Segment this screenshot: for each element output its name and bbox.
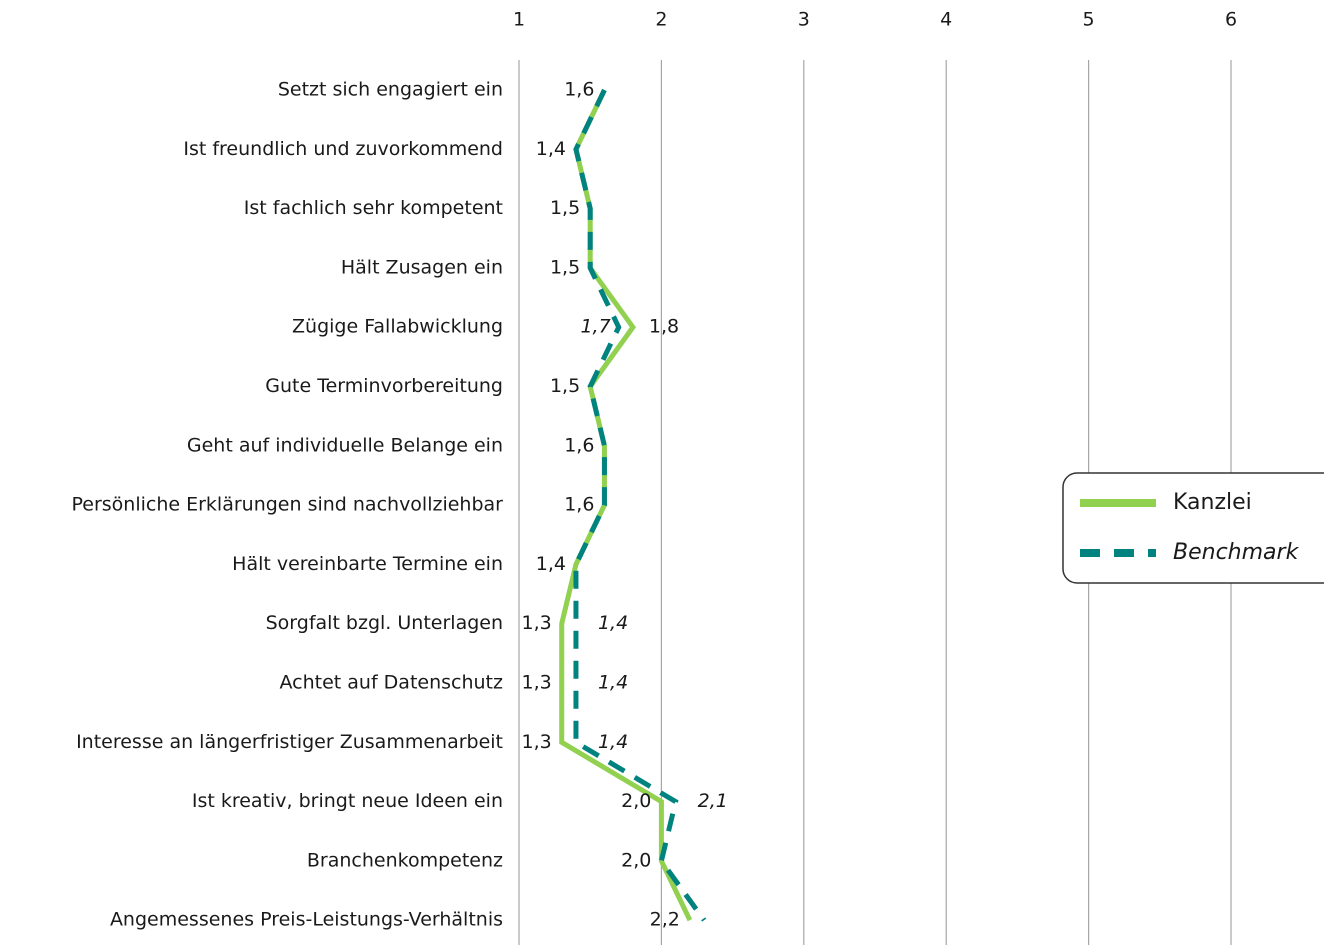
category-label: Setzt sich engagiert ein — [278, 79, 503, 101]
data-label: 1,3 — [522, 672, 552, 694]
data-label: 1,5 — [550, 197, 580, 219]
category-label: Interesse an längerfristiger Zusammenarb… — [76, 731, 503, 753]
x-tick-label: 2 — [655, 9, 667, 31]
category-label: Hält vereinbarte Termine ein — [232, 553, 503, 575]
x-tick-label: 5 — [1083, 9, 1095, 31]
category-label: Gute Terminvorbereitung — [265, 375, 503, 397]
data-label: 1,6 — [564, 434, 594, 456]
category-label: Branchenkompetenz — [307, 849, 503, 871]
data-label: 1,5 — [550, 256, 580, 278]
data-label: 2,2 — [650, 909, 680, 931]
category-label: Persönliche Erklärungen sind nachvollzie… — [71, 494, 503, 516]
x-tick-label: 1 — [513, 9, 525, 31]
data-label: 1,4 — [536, 553, 566, 575]
data-label: 1,5 — [550, 375, 580, 397]
data-label: 1,4 — [598, 612, 628, 634]
category-label: Zügige Fallabwicklung — [292, 316, 503, 338]
category-label: Angemessenes Preis-Leistungs-Verhältnis — [110, 909, 503, 931]
data-label: 2,1 — [698, 790, 728, 812]
legend-label: Kanzlei — [1173, 490, 1252, 515]
category-label: Ist kreativ, bringt neue Ideen ein — [192, 790, 503, 812]
category-label: Sorgfalt bzgl. Unterlagen — [266, 612, 503, 634]
category-label: Ist fachlich sehr kompetent — [244, 197, 503, 219]
data-label: 1,6 — [564, 494, 594, 516]
category-label: Hält Zusagen ein — [341, 256, 503, 278]
x-tick-label: 3 — [798, 9, 810, 31]
data-label: 1,3 — [522, 612, 552, 634]
category-label: Ist freundlich und zuvorkommend — [183, 138, 503, 160]
data-label: 1,7 — [580, 316, 610, 338]
data-label: 2,0 — [621, 790, 651, 812]
category-label: Achtet auf Datenschutz — [279, 672, 503, 694]
x-tick-label: 6 — [1225, 9, 1237, 31]
legend-label: Benchmark — [1173, 540, 1300, 565]
data-label: 2,0 — [621, 849, 651, 871]
data-label: 1,4 — [536, 138, 566, 160]
legend: Kanzlei Benchmark — [1062, 472, 1324, 584]
category-label: Geht auf individuelle Belange ein — [187, 434, 503, 456]
data-label: 1,3 — [522, 731, 552, 753]
series-line — [573, 88, 707, 922]
x-tick-label: 4 — [940, 9, 952, 31]
data-label: 1,4 — [598, 672, 628, 694]
data-label: 1,6 — [564, 79, 594, 101]
data-label: 1,8 — [649, 316, 679, 338]
data-label: 1,4 — [598, 731, 628, 753]
